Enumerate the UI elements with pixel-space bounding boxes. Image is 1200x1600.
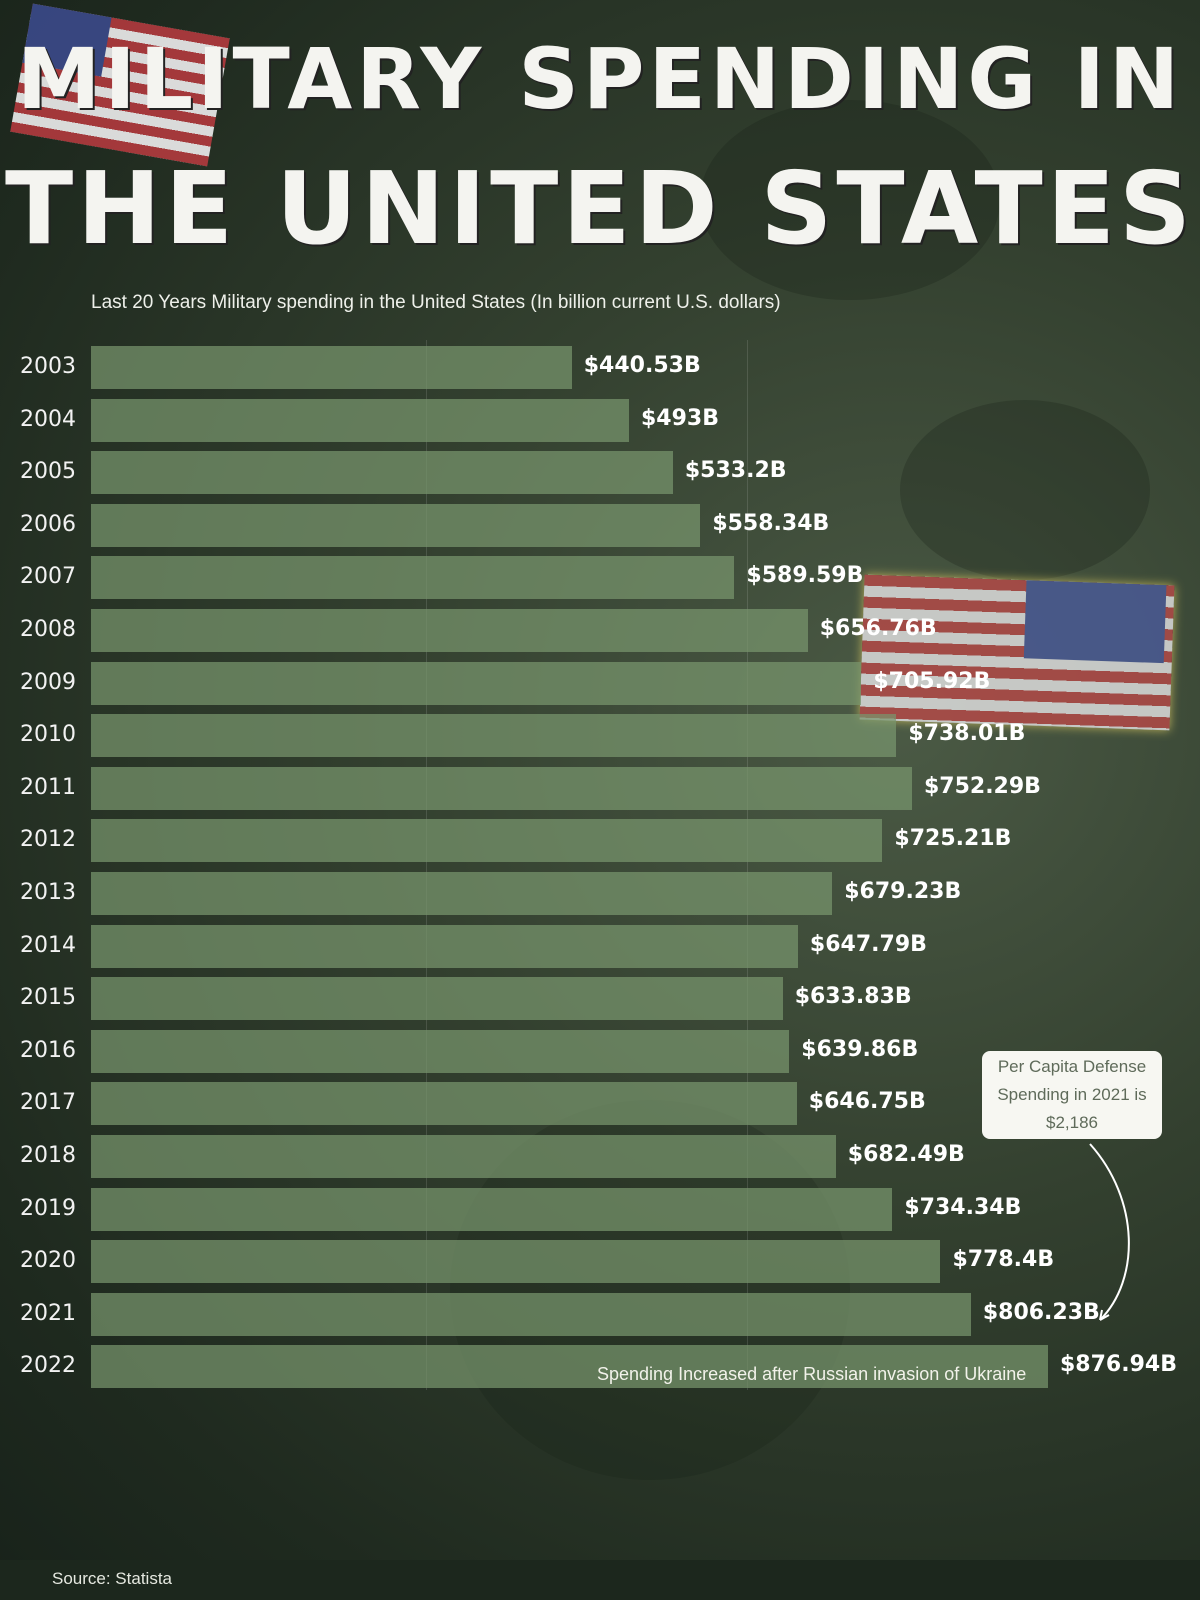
year-label: 2005 bbox=[20, 459, 76, 485]
arrow-icon bbox=[1089, 1143, 1130, 1321]
value-label: $778.4B bbox=[952, 1247, 1055, 1273]
year-label: 2018 bbox=[20, 1143, 76, 1168]
value-label: $589.59B bbox=[746, 563, 864, 589]
year-label: 2004 bbox=[20, 406, 76, 432]
value-label: $752.29B bbox=[923, 773, 1041, 799]
value-label: $639.86B bbox=[801, 1036, 919, 1062]
callout-line: Spending in 2021 is bbox=[997, 1085, 1147, 1104]
gridline bbox=[747, 340, 748, 1390]
year-label: 2015 bbox=[20, 985, 76, 1011]
year-label: 2008 bbox=[20, 617, 76, 642]
value-label: $876.94B bbox=[1060, 1352, 1177, 1378]
camo-pattern bbox=[900, 400, 1150, 580]
value-label: $633.83B bbox=[794, 984, 912, 1010]
year-label: 2009 bbox=[20, 669, 76, 695]
bar-2008 bbox=[91, 609, 808, 652]
value-label: $558.34B bbox=[712, 510, 830, 536]
bar-2004 bbox=[91, 398, 629, 442]
callout-line: $2,186 bbox=[1046, 1113, 1098, 1132]
per-capita-callout: Per Capita Defense Spending in 2021 is $… bbox=[982, 1051, 1162, 1139]
year-label: 2003 bbox=[20, 354, 76, 379]
value-label: $679.23B bbox=[844, 879, 962, 904]
value-label: $806.23B bbox=[982, 1299, 1100, 1325]
bar-2003 bbox=[91, 346, 572, 389]
value-label: $738.01B bbox=[908, 721, 1026, 747]
year-label: 2006 bbox=[20, 511, 76, 537]
value-label: $725.21B bbox=[894, 826, 1012, 852]
camo-pattern bbox=[700, 100, 1000, 300]
bar-2006 bbox=[91, 503, 701, 547]
bar-2012 bbox=[91, 819, 883, 863]
year-label: 2016 bbox=[20, 1037, 76, 1063]
bar-2013 bbox=[91, 872, 833, 915]
bar-2005 bbox=[91, 451, 673, 495]
ukraine-note: Spending Increased after Russian invasio… bbox=[597, 1364, 1027, 1384]
bar-2016 bbox=[91, 1029, 790, 1073]
value-label: $705.92B bbox=[873, 668, 991, 694]
year-label: 2020 bbox=[20, 1248, 76, 1274]
year-label: 2013 bbox=[20, 880, 76, 905]
year-label: 2010 bbox=[20, 722, 76, 748]
year-label: 2014 bbox=[20, 932, 76, 958]
callout-line: Per Capita Defense bbox=[997, 1057, 1147, 1076]
value-label: $440.53B bbox=[583, 353, 701, 378]
value-label: $647.79B bbox=[809, 931, 927, 957]
bar-2007 bbox=[91, 556, 735, 600]
value-label: $493B bbox=[641, 405, 719, 431]
year-label: 2011 bbox=[20, 774, 76, 800]
chart-subtitle: Last 20 Years Military spending in the U… bbox=[91, 292, 781, 313]
bar-2010 bbox=[91, 714, 897, 758]
year-label: 2017 bbox=[20, 1090, 76, 1116]
bar-2020 bbox=[91, 1240, 941, 1284]
bar-2011 bbox=[91, 766, 912, 810]
title-line-2: THE UNITED STATES bbox=[4, 150, 1196, 267]
year-label: 2019 bbox=[20, 1195, 76, 1221]
us-flag-patch-icon bbox=[859, 574, 1175, 731]
bar-2015 bbox=[91, 977, 783, 1021]
value-label: $533.2B bbox=[684, 458, 787, 484]
year-label: 2022 bbox=[20, 1353, 76, 1379]
year-label: 2007 bbox=[20, 564, 76, 590]
bar-2019 bbox=[91, 1187, 893, 1231]
value-label: $734.34B bbox=[904, 1194, 1022, 1220]
bar-2017 bbox=[91, 1082, 797, 1126]
bar-2022 bbox=[91, 1345, 1048, 1389]
year-label: 2021 bbox=[20, 1300, 76, 1326]
source-label: Source: Statista bbox=[52, 1569, 173, 1588]
footer bbox=[0, 1560, 1200, 1600]
value-label: $646.75B bbox=[808, 1089, 926, 1115]
bar-2018 bbox=[91, 1135, 836, 1178]
title-line-1: MILITARY SPENDING IN bbox=[16, 30, 1184, 128]
bar-2021 bbox=[91, 1292, 971, 1336]
bar-2009 bbox=[91, 661, 862, 705]
value-label: $682.49B bbox=[847, 1142, 965, 1167]
value-label: $656.76B bbox=[819, 616, 937, 641]
bar-2014 bbox=[91, 924, 798, 968]
year-label: 2012 bbox=[20, 827, 76, 853]
gridline bbox=[426, 340, 427, 1390]
